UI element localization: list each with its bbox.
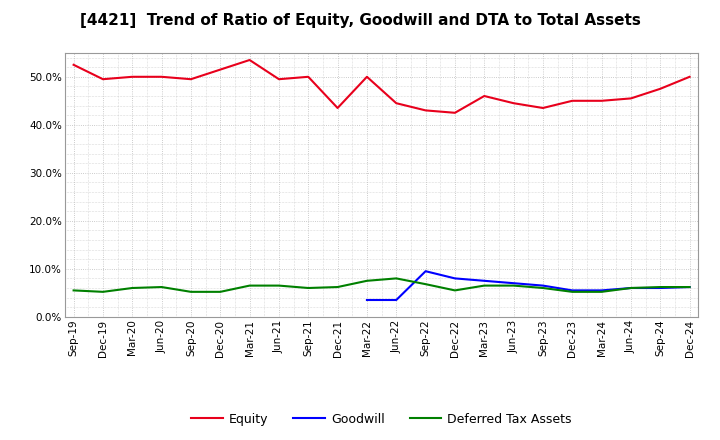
Goodwill [363,297,372,303]
Equity [421,108,430,113]
Equity [363,74,372,80]
Equity [539,105,547,110]
Deferred Tax Assets [539,286,547,291]
Equity [186,77,195,82]
Goodwill [421,268,430,274]
Equity [157,74,166,80]
Deferred Tax Assets [246,283,254,288]
Equity [392,101,400,106]
Goodwill [598,288,606,293]
Goodwill [480,278,489,283]
Goodwill [509,281,518,286]
Equity [69,62,78,67]
Deferred Tax Assets [685,284,694,290]
Deferred Tax Assets [157,284,166,290]
Deferred Tax Assets [363,278,372,283]
Goodwill [451,276,459,281]
Equity [568,98,577,103]
Equity [304,74,312,80]
Equity [128,74,137,80]
Equity [626,96,635,101]
Goodwill [685,284,694,290]
Line: Goodwill: Goodwill [367,271,690,300]
Equity [333,105,342,110]
Equity [685,74,694,80]
Equity [216,67,225,72]
Deferred Tax Assets [509,283,518,288]
Equity [656,86,665,92]
Deferred Tax Assets [99,289,107,294]
Equity [598,98,606,103]
Deferred Tax Assets [69,288,78,293]
Deferred Tax Assets [421,282,430,287]
Deferred Tax Assets [392,276,400,281]
Deferred Tax Assets [216,289,225,294]
Deferred Tax Assets [598,289,606,294]
Equity [509,101,518,106]
Deferred Tax Assets [568,289,577,294]
Deferred Tax Assets [274,283,283,288]
Line: Deferred Tax Assets: Deferred Tax Assets [73,279,690,292]
Deferred Tax Assets [128,286,137,291]
Deferred Tax Assets [186,289,195,294]
Goodwill [392,297,400,303]
Deferred Tax Assets [656,284,665,290]
Equity [274,77,283,82]
Legend: Equity, Goodwill, Deferred Tax Assets: Equity, Goodwill, Deferred Tax Assets [186,407,577,430]
Goodwill [568,288,577,293]
Equity [451,110,459,115]
Deferred Tax Assets [304,286,312,291]
Deferred Tax Assets [451,288,459,293]
Equity [246,57,254,62]
Line: Equity: Equity [73,60,690,113]
Equity [480,93,489,99]
Goodwill [539,283,547,288]
Goodwill [656,286,665,291]
Deferred Tax Assets [333,284,342,290]
Deferred Tax Assets [626,286,635,291]
Equity [99,77,107,82]
Goodwill [626,286,635,291]
Deferred Tax Assets [480,283,489,288]
Text: [4421]  Trend of Ratio of Equity, Goodwill and DTA to Total Assets: [4421] Trend of Ratio of Equity, Goodwil… [80,13,640,28]
